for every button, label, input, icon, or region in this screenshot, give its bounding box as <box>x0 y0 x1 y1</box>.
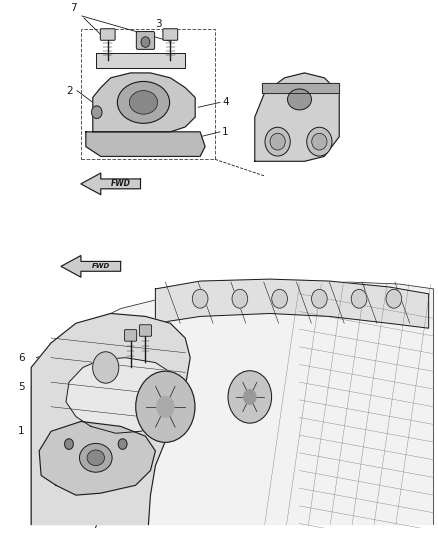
Ellipse shape <box>79 443 112 472</box>
Circle shape <box>136 371 195 442</box>
Ellipse shape <box>129 91 158 114</box>
Circle shape <box>228 371 272 423</box>
Text: 3: 3 <box>155 19 162 29</box>
Text: 2: 2 <box>66 86 73 95</box>
FancyBboxPatch shape <box>100 29 115 41</box>
FancyBboxPatch shape <box>139 325 152 336</box>
Text: FWD: FWD <box>111 180 131 188</box>
Text: 5: 5 <box>18 382 25 392</box>
Ellipse shape <box>287 89 311 110</box>
FancyBboxPatch shape <box>163 29 178 41</box>
Polygon shape <box>31 313 190 524</box>
Ellipse shape <box>312 133 327 150</box>
Circle shape <box>351 289 367 308</box>
Polygon shape <box>262 83 339 93</box>
Bar <box>96 53 185 68</box>
Circle shape <box>311 289 327 308</box>
Bar <box>81 29 215 159</box>
Circle shape <box>272 289 287 308</box>
Text: 4: 4 <box>127 515 134 525</box>
Circle shape <box>232 289 248 308</box>
Circle shape <box>192 289 208 308</box>
Polygon shape <box>39 422 155 495</box>
Polygon shape <box>31 282 434 524</box>
Circle shape <box>386 289 402 308</box>
FancyBboxPatch shape <box>136 31 155 50</box>
Circle shape <box>118 439 127 449</box>
Text: 1: 1 <box>222 127 229 137</box>
Circle shape <box>244 390 256 404</box>
Text: 7: 7 <box>92 520 99 530</box>
Circle shape <box>157 396 174 417</box>
Text: 1: 1 <box>18 426 25 437</box>
Circle shape <box>92 106 102 118</box>
Circle shape <box>93 352 119 383</box>
Polygon shape <box>61 255 120 277</box>
Text: 6: 6 <box>18 353 25 362</box>
Ellipse shape <box>265 127 290 156</box>
Ellipse shape <box>87 450 105 466</box>
Circle shape <box>65 439 73 449</box>
Text: FWD: FWD <box>92 263 110 269</box>
Ellipse shape <box>117 82 170 123</box>
Circle shape <box>141 37 150 47</box>
Polygon shape <box>81 173 141 195</box>
Polygon shape <box>155 279 429 328</box>
Polygon shape <box>66 358 183 433</box>
Polygon shape <box>255 73 339 161</box>
Polygon shape <box>86 132 205 156</box>
Polygon shape <box>93 73 195 132</box>
FancyBboxPatch shape <box>124 329 137 341</box>
Text: 4: 4 <box>222 98 229 107</box>
Text: 2: 2 <box>40 480 47 490</box>
Ellipse shape <box>270 133 285 150</box>
Text: 7: 7 <box>70 3 77 13</box>
Ellipse shape <box>307 127 332 156</box>
